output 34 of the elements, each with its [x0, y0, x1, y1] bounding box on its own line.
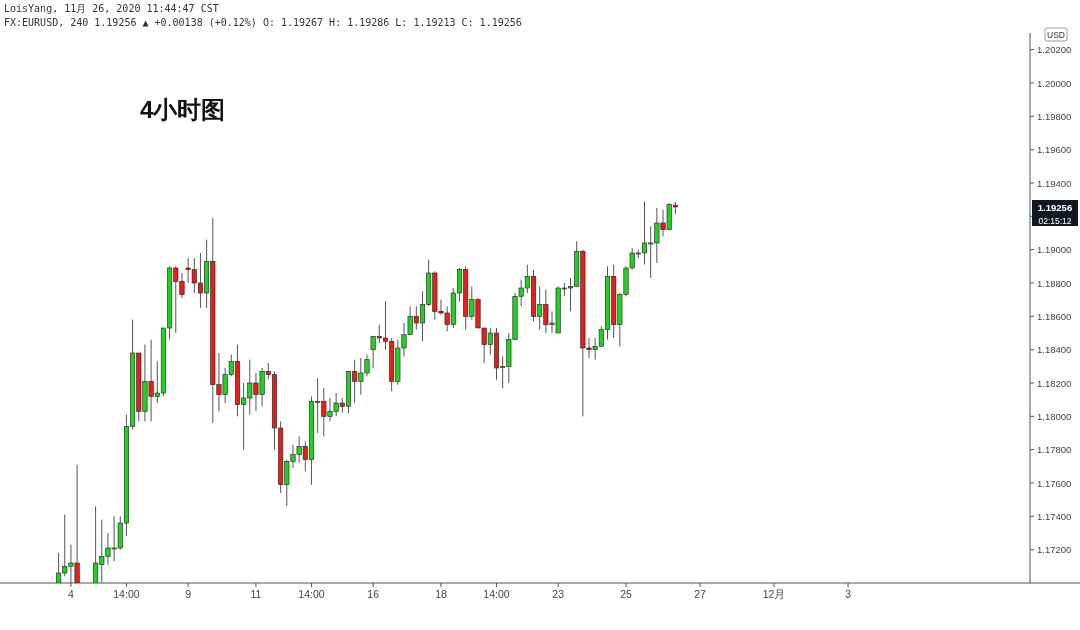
y-tick-label: 1.19800 — [1037, 110, 1072, 122]
y-tick-label: 1.20000 — [1037, 77, 1072, 89]
y-tick-label: 1.19000 — [1037, 244, 1072, 256]
y-tick-label: 1.19400 — [1037, 177, 1072, 189]
x-tick-label: 9 — [185, 588, 192, 600]
y-axis-title: USD — [1047, 30, 1065, 40]
x-tick-label: 14:00 — [113, 588, 140, 600]
y-tick-label: 1.18800 — [1037, 277, 1072, 289]
text: LoisYang, 11月 26, 2020 11:44:47 CST — [4, 3, 219, 14]
y-tick-label: 1.20200 — [1037, 44, 1072, 56]
x-tick-label: 25 — [620, 588, 633, 600]
x-tick-label: 14:00 — [483, 588, 510, 600]
x-tick-label: 4 — [68, 588, 75, 600]
text: 02:15:12 — [1038, 215, 1072, 226]
y-tick-label: 1.18000 — [1037, 410, 1072, 422]
text: 4小时图 — [140, 96, 226, 123]
y-tick-label: 1.19600 — [1037, 144, 1072, 156]
x-tick-label: 18 — [435, 588, 447, 600]
y-tick-label: 1.18400 — [1037, 344, 1072, 356]
text: FX:EURUSD, 240 1.19256 ▲ +0.00138 (+0.12%) O: 1.19267 H: 1.19286 L: 1.19213 C: 1.19256 — [4, 17, 522, 28]
x-tick-label: 16 — [367, 588, 380, 600]
y-tick-label: 1.18200 — [1037, 377, 1072, 389]
y-tick-label: 1.18600 — [1037, 310, 1072, 322]
y-tick-label: 1.17200 — [1037, 544, 1072, 556]
x-tick-label: 27 — [694, 588, 707, 600]
y-tick-label: 1.17800 — [1037, 444, 1072, 456]
x-tick-label: 23 — [552, 588, 565, 600]
text: 1.19256 — [1037, 201, 1073, 213]
x-tick-label: 11 — [250, 588, 262, 600]
x-tick-label: 14:00 — [298, 588, 325, 600]
y-tick-label: 1.17600 — [1037, 477, 1072, 489]
x-tick-label: 3 — [845, 588, 852, 600]
y-tick-label: 1.17400 — [1037, 510, 1072, 522]
x-tick-label: 12月 — [762, 588, 786, 600]
